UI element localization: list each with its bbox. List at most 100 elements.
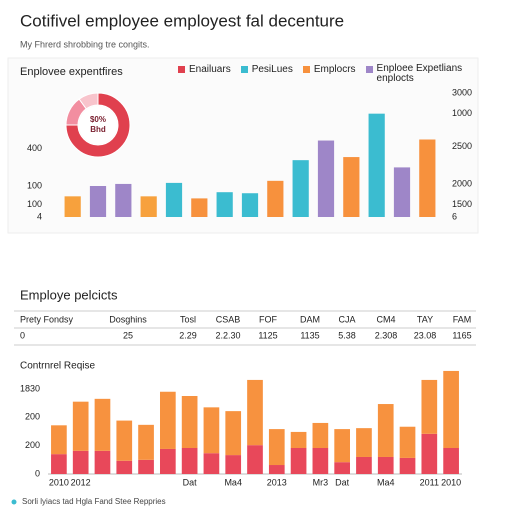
- bar-segment: [377, 404, 394, 457]
- legend-swatch: [302, 66, 310, 73]
- bar-segment: [225, 455, 242, 474]
- legend: Enailuars PesiLues Emplocrs Enploee Expetli…: [178, 64, 508, 84]
- x-tick-label: 2010: [441, 477, 461, 487]
- bar-segment: [312, 422, 329, 448]
- y-tick-label: 100: [27, 180, 42, 190]
- y-tick-label: 100: [27, 199, 42, 209]
- legend-swatch: [178, 66, 185, 73]
- title: Cotifivel employee employest fal decentu…: [20, 11, 344, 30]
- y-tick-label: 200: [25, 412, 40, 422]
- table-header: Prety Fondsy: [20, 314, 74, 324]
- x-tick-label: Dat: [335, 477, 350, 487]
- legend-item: Enploee Expetlians enplocts: [365, 64, 467, 84]
- bar-segment: [290, 431, 307, 448]
- bar-segment: [290, 448, 307, 474]
- bar-segment: [203, 453, 220, 474]
- table-cell: 2.29: [179, 330, 197, 340]
- bar: [64, 196, 81, 217]
- bar-segment: [159, 448, 176, 474]
- bar: [267, 180, 284, 217]
- bar: [89, 186, 107, 217]
- y-tick-label: 0: [35, 468, 40, 478]
- legend-label: Emplocrs: [313, 64, 356, 75]
- table-header: FAM: [453, 314, 472, 324]
- bar: [165, 182, 183, 217]
- bar: [343, 157, 360, 217]
- bar-segment: [377, 456, 394, 474]
- bar: [317, 140, 335, 217]
- table-cell: 25: [123, 330, 133, 340]
- table-header: Tosl: [180, 314, 196, 324]
- bar-segment: [356, 456, 372, 474]
- bar-segment: [334, 462, 351, 474]
- bar-segment: [181, 396, 198, 448]
- table-header: CJA: [338, 314, 355, 324]
- y-tick-label: 4: [37, 211, 42, 221]
- legend-item: Emplocrs: [302, 64, 356, 84]
- legend-label: Enailuars: [189, 64, 231, 75]
- donut-hole: [79, 106, 117, 144]
- bar: [419, 139, 436, 217]
- bar-segment: [421, 433, 438, 474]
- bar-segment: [116, 420, 133, 461]
- bar-segment: [51, 454, 67, 474]
- chart-title: Enplovee expentfires: [20, 66, 123, 78]
- footer: Sorli lyiacs tad Hgla Fand Stee Reppries: [22, 497, 166, 506]
- x-tick-label: 2012: [71, 477, 91, 487]
- table-cell: 0: [20, 330, 25, 340]
- x-tick-label: Mr3: [313, 477, 329, 487]
- y2-tick-label: 6: [452, 211, 457, 221]
- bar-segment: [247, 379, 263, 446]
- table-cell: 1125: [258, 330, 277, 340]
- bar-segment: [421, 379, 438, 434]
- bar: [216, 192, 233, 217]
- table-cell: 1165: [452, 330, 471, 340]
- bar-segment: [247, 445, 263, 474]
- x-tick-label: 2010: [49, 477, 69, 487]
- y2-tick-label: 2000: [452, 178, 472, 188]
- bar: [115, 183, 132, 217]
- table-header: FOF: [259, 314, 277, 324]
- bar: [393, 167, 411, 217]
- bar-segment: [443, 448, 459, 474]
- table-cell: 5.38: [338, 330, 356, 340]
- bar: [292, 160, 309, 217]
- x-tick-label: 2011: [420, 477, 439, 487]
- bar-segment: [334, 429, 351, 463]
- bar-segment: [159, 391, 176, 449]
- table-header: DAM: [300, 314, 320, 324]
- chart-title: Contrnrel Reqise: [20, 361, 95, 372]
- bar-segment: [94, 450, 111, 474]
- y-tick-label: 1830: [20, 383, 40, 393]
- bar-segment: [116, 460, 133, 474]
- table-header: CSAB: [216, 314, 241, 324]
- table-header: CM4: [376, 314, 395, 324]
- bar-segment: [268, 465, 285, 474]
- bar: [241, 193, 259, 217]
- x-tick-label: Dat: [183, 477, 198, 487]
- bar: [140, 196, 157, 217]
- legend-swatch: [365, 66, 373, 73]
- subtitle: My Fhrerd shrobbing tre congits.: [20, 39, 150, 49]
- table-cell: 2.2.30: [215, 330, 240, 340]
- table-header: Dosghins: [109, 314, 147, 324]
- x-tick-label: Ma4: [377, 477, 395, 487]
- bar-segment: [203, 407, 220, 454]
- bar-segment: [72, 401, 89, 451]
- table-cell: 1135: [300, 330, 319, 340]
- bar-segment: [312, 448, 329, 474]
- table-cell: 23.08: [414, 330, 437, 340]
- bar-segment: [181, 448, 198, 474]
- bar-segment: [138, 459, 154, 474]
- donut-center-label: $0%: [90, 115, 106, 124]
- bar: [191, 198, 208, 217]
- bar-segment: [268, 429, 285, 466]
- table-title: Employe pelcicts: [20, 287, 118, 302]
- y2-tick-label: 3000: [452, 87, 472, 97]
- y2-tick-label: 2500: [452, 141, 472, 151]
- bar-segment: [443, 370, 459, 448]
- bar-segment: [225, 411, 242, 456]
- y2-tick-label: 1000: [452, 108, 472, 118]
